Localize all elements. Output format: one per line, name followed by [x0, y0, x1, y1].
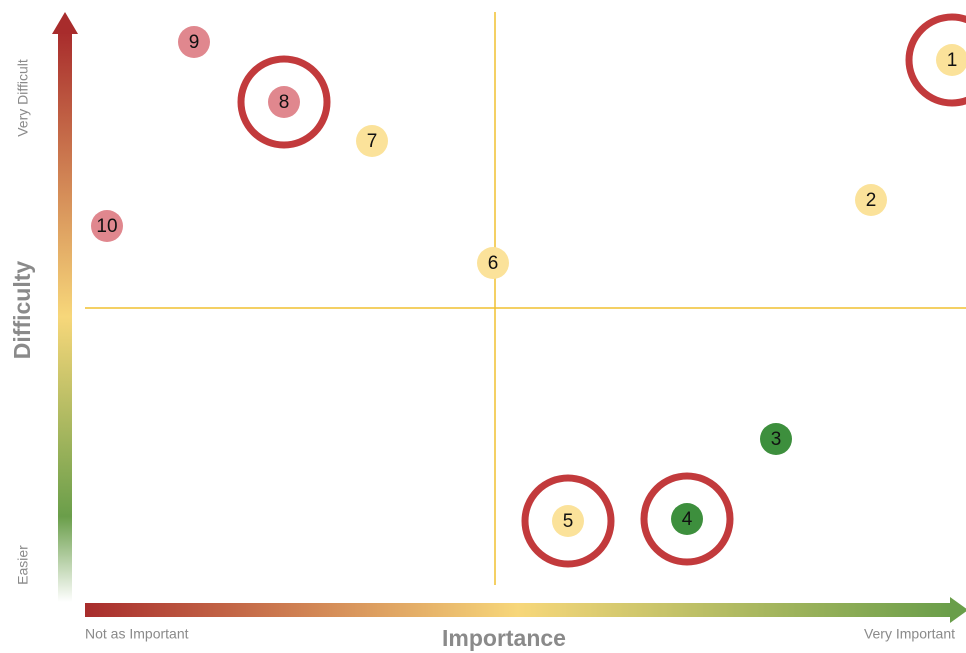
node-label: 10: [96, 216, 117, 237]
x-title: Importance: [442, 625, 566, 651]
node-label: 9: [189, 32, 200, 53]
y-top-label: Very Difficult: [15, 59, 31, 137]
node-dot: [760, 423, 792, 455]
node-label: 1: [947, 50, 958, 71]
node-dot: [91, 210, 123, 242]
node-label: 4: [682, 509, 693, 530]
node-label: 5: [563, 511, 574, 532]
node-dot: [671, 503, 703, 535]
x-right-label: Very Important: [864, 626, 955, 642]
node-dot: [855, 184, 887, 216]
node-dot: [552, 505, 584, 537]
node-dot: [936, 44, 966, 76]
highlight-ring: [521, 474, 615, 568]
y-axis-arrow: [52, 12, 78, 34]
x-axis-arrow: [950, 597, 966, 623]
node-label: 7: [367, 131, 378, 152]
y-bottom-label: Easier: [15, 545, 31, 585]
highlight-ring: [905, 13, 966, 107]
node-label: 2: [866, 190, 877, 211]
x-axis-bar: [85, 603, 951, 617]
nodes: 1 2 3 4 5 6 7 8 9 10: [91, 13, 966, 568]
node-dot: [477, 247, 509, 279]
highlight-ring: [640, 472, 734, 566]
y-title: Difficulty: [9, 261, 35, 360]
node-label: 6: [488, 253, 499, 274]
x-left-label: Not as Important: [85, 626, 189, 642]
node-dot: [356, 125, 388, 157]
node-label: 3: [771, 429, 782, 450]
highlight-ring: [237, 55, 331, 149]
node-dot: [268, 86, 300, 118]
y-axis-bar: [58, 32, 72, 602]
node-dot: [178, 26, 210, 58]
node-label: 8: [279, 92, 290, 113]
